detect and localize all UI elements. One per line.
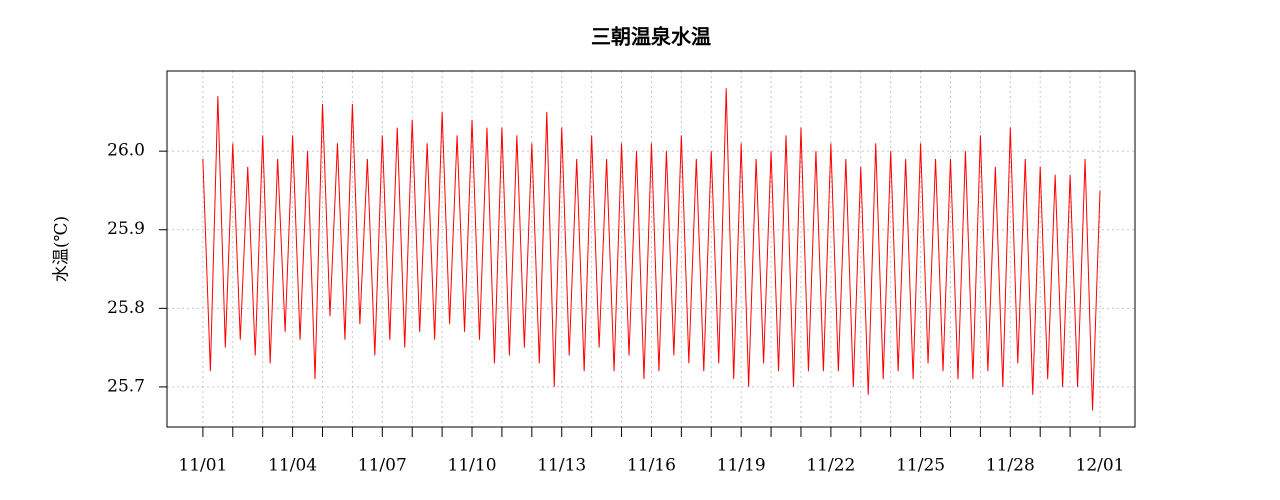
y-tick-label: 25.7 [107, 376, 145, 396]
x-tick-label: 11/22 [806, 456, 855, 476]
y-tick-label: 25.9 [107, 219, 145, 239]
y-axis-label: 水温(℃) [52, 216, 72, 282]
chart-title: 三朝温泉水温 [591, 25, 711, 49]
x-tick-label: 11/19 [717, 456, 766, 476]
x-tick-label: 11/01 [178, 456, 227, 476]
x-tick-label: 11/04 [268, 456, 317, 476]
x-tick-label: 12/01 [1076, 456, 1125, 476]
x-tick-label: 11/07 [358, 456, 407, 476]
x-tick-label: 11/10 [448, 456, 497, 476]
plot-frame [166, 70, 1136, 428]
data-line [202, 88, 1101, 411]
x-tick-label: 11/25 [896, 456, 945, 476]
y-tick-label: 25.8 [107, 298, 145, 318]
x-tick-label: 11/16 [627, 456, 676, 476]
x-tick-label: 11/13 [537, 456, 586, 476]
y-tick-label: 26.0 [107, 141, 145, 161]
x-tick-label: 11/28 [986, 456, 1035, 476]
